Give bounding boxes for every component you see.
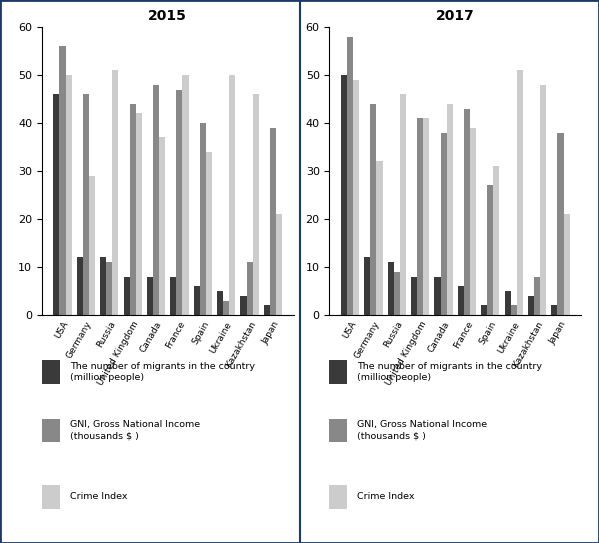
Bar xyxy=(440,132,447,315)
Bar xyxy=(528,296,534,315)
Bar xyxy=(417,118,423,315)
Bar xyxy=(517,70,523,315)
Bar xyxy=(199,123,206,315)
Bar xyxy=(83,94,89,315)
Bar xyxy=(447,104,453,315)
Bar xyxy=(65,75,72,315)
Bar xyxy=(247,262,253,315)
Bar xyxy=(504,291,511,315)
FancyBboxPatch shape xyxy=(42,485,59,509)
Bar xyxy=(423,118,429,315)
Bar xyxy=(170,276,176,315)
Bar xyxy=(400,94,406,315)
Bar xyxy=(434,276,440,315)
Bar xyxy=(223,301,229,315)
Text: The number of migrants in the country
(million people): The number of migrants in the country (m… xyxy=(69,362,255,382)
Title: 2017: 2017 xyxy=(436,9,474,23)
Bar xyxy=(411,276,417,315)
Bar xyxy=(464,109,470,315)
Bar xyxy=(376,161,383,315)
Bar xyxy=(106,262,112,315)
Bar xyxy=(183,75,189,315)
Bar xyxy=(206,152,212,315)
Bar xyxy=(100,257,106,315)
Bar xyxy=(217,291,223,315)
Text: GNI, Gross National Income
(thousands $ ): GNI, Gross National Income (thousands $ … xyxy=(357,420,487,440)
Bar xyxy=(153,85,159,315)
FancyBboxPatch shape xyxy=(329,360,347,383)
Bar xyxy=(347,37,353,315)
Bar xyxy=(89,176,95,315)
Bar xyxy=(253,94,259,315)
Bar xyxy=(59,46,65,315)
Bar xyxy=(540,85,546,315)
Bar xyxy=(240,296,247,315)
Text: Crime Index: Crime Index xyxy=(69,493,127,501)
Bar xyxy=(364,257,370,315)
Bar xyxy=(229,75,235,315)
Bar xyxy=(511,305,517,315)
Bar xyxy=(264,305,270,315)
Bar xyxy=(558,132,564,315)
Bar xyxy=(270,128,276,315)
Bar xyxy=(481,305,487,315)
Bar xyxy=(112,70,119,315)
FancyBboxPatch shape xyxy=(329,485,347,509)
Text: Crime Index: Crime Index xyxy=(357,493,415,501)
FancyBboxPatch shape xyxy=(42,419,59,442)
Bar xyxy=(136,113,142,315)
Text: The number of migrants in the country
(million people): The number of migrants in the country (m… xyxy=(357,362,542,382)
Bar xyxy=(564,214,570,315)
Text: GNI, Gross National Income
(thousands $ ): GNI, Gross National Income (thousands $ … xyxy=(69,420,199,440)
Bar xyxy=(176,90,183,315)
Bar xyxy=(494,166,500,315)
Bar xyxy=(276,214,282,315)
Title: 2015: 2015 xyxy=(149,9,187,23)
Bar xyxy=(534,276,540,315)
Bar xyxy=(487,185,494,315)
Bar xyxy=(147,276,153,315)
Bar xyxy=(394,272,400,315)
Bar xyxy=(370,104,376,315)
Bar xyxy=(129,104,136,315)
Bar xyxy=(123,276,129,315)
FancyBboxPatch shape xyxy=(329,419,347,442)
Bar xyxy=(193,286,199,315)
Bar xyxy=(53,94,59,315)
FancyBboxPatch shape xyxy=(42,360,59,383)
Bar xyxy=(470,128,476,315)
Bar xyxy=(159,137,165,315)
Bar xyxy=(551,305,558,315)
Bar xyxy=(388,262,394,315)
Bar xyxy=(353,80,359,315)
Bar xyxy=(77,257,83,315)
Bar xyxy=(341,75,347,315)
Bar xyxy=(458,286,464,315)
